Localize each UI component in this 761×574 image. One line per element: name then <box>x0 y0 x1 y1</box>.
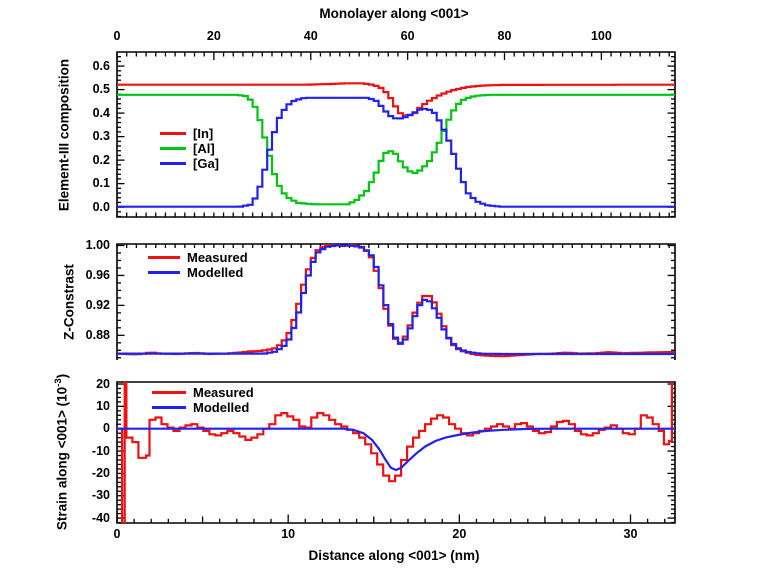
legend-line-z-measured <box>148 256 180 259</box>
series-composition-in <box>117 82 675 117</box>
x-axis-ticks <box>116 52 670 523</box>
legend-item-ga: [Ga] <box>160 156 219 171</box>
series-strain-measured <box>117 382 673 523</box>
legend-line-z-modelled <box>148 271 180 274</box>
legend-zcontrast: Measured Modelled <box>148 250 248 280</box>
series-composition-ga <box>117 96 675 208</box>
top-axis-title: Monolayer along <001> <box>319 6 469 21</box>
legend-label-strain-modelled: Modelled <box>193 400 250 415</box>
legend-line-ga <box>160 162 186 165</box>
legend-line-in <box>160 132 186 135</box>
legend-label-ga: [Ga] <box>193 156 219 171</box>
legend-line-al <box>160 147 186 150</box>
bottom-axis-title: Distance along <001> (nm) <box>308 548 480 563</box>
legend-item-in: [In] <box>160 126 219 141</box>
legend-composition: [In] [Al] [Ga] <box>160 126 219 171</box>
legend-label-in: [In] <box>193 126 214 141</box>
legend-label-strain-measured: Measured <box>193 385 254 400</box>
legend-item-al: [Al] <box>160 141 219 156</box>
legend-label-z-modelled: Modelled <box>187 265 244 280</box>
legend-item-z-measured: Measured <box>148 250 248 265</box>
legend-item-z-modelled: Modelled <box>148 265 248 280</box>
legend-item-strain-measured: Measured <box>152 385 254 400</box>
panel-frame-zcontrast <box>116 243 676 360</box>
series-group-composition <box>117 82 675 208</box>
legend-strain: Measured Modelled <box>152 385 254 415</box>
legend-line-strain-modelled <box>152 406 186 409</box>
series-strain-modelled <box>117 427 675 472</box>
series-group-zcontrast <box>117 244 675 358</box>
legend-line-strain-measured <box>152 391 186 394</box>
series-composition-al <box>117 93 675 206</box>
series-zcontrast-modelled <box>117 244 675 356</box>
legend-label-al: [Al] <box>193 141 215 156</box>
legend-item-strain-modelled: Modelled <box>152 400 254 415</box>
series-group-strain <box>117 382 675 523</box>
legend-label-z-measured: Measured <box>187 250 248 265</box>
